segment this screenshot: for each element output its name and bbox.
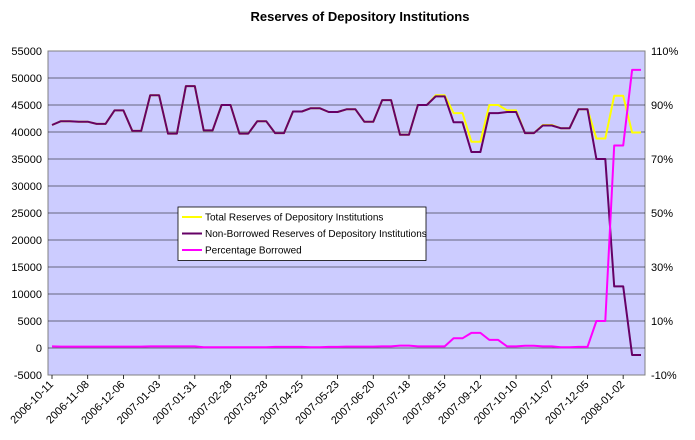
legend-entry-total-reserves-of-depository-institutions: Total Reserves of Depository Institution… bbox=[205, 213, 383, 224]
y-tick-label: 10000 bbox=[11, 289, 42, 301]
y-axis-right: -10% 10% 30% 50% 70% 90% 110% bbox=[651, 46, 679, 382]
legend-entry-percentage-borrowed: Percentage Borrowed bbox=[205, 246, 302, 257]
y2-tick-label: 70% bbox=[651, 154, 673, 166]
y-tick-label: 30000 bbox=[11, 181, 42, 193]
y-tick-label: 55000 bbox=[11, 46, 42, 58]
y2-tick-label: 110% bbox=[651, 46, 679, 58]
y-axis-left: -5000 0 5000 10000 15000 20000 25000 30000 35000… bbox=[11, 46, 42, 382]
y2-tick-label: 90% bbox=[651, 100, 673, 112]
y-tick-label: 35000 bbox=[11, 154, 42, 166]
y-tick-label: 5000 bbox=[18, 316, 42, 328]
y-tick-label: 50000 bbox=[11, 73, 42, 85]
y-tick-label: -5000 bbox=[14, 370, 42, 382]
y2-tick-label: 50% bbox=[651, 208, 673, 220]
y-tick-label: 20000 bbox=[11, 235, 42, 247]
series-line-non-borrowed-reserves-of-depository-institutions bbox=[51, 85, 641, 356]
y2-tick-label: -10% bbox=[651, 370, 677, 382]
series-line-percentage-borrowed bbox=[51, 68, 641, 349]
y-tick-label: 40000 bbox=[11, 127, 42, 139]
y2-tick-label: 10% bbox=[651, 316, 673, 328]
x-axis: 2006-10-112006-11-082006-12-062007-01-03… bbox=[8, 375, 627, 427]
y2-tick-label: 30% bbox=[651, 262, 673, 274]
y-tick-label: 15000 bbox=[11, 262, 42, 274]
legend: Total Reserves of Depository Institution… bbox=[177, 206, 427, 261]
y-tick-label: 0 bbox=[36, 343, 42, 355]
y-tick-label: 45000 bbox=[11, 100, 42, 112]
legend-entry-non-borrowed-reserves-of-depository-institutions: Non-Borrowed Reserves of Depository Inst… bbox=[205, 229, 427, 240]
chart-title: Reserves of Depository Institutions bbox=[251, 9, 470, 24]
y-tick-label: 25000 bbox=[11, 208, 42, 220]
series-layer bbox=[51, 68, 641, 356]
legend-box bbox=[177, 206, 427, 261]
